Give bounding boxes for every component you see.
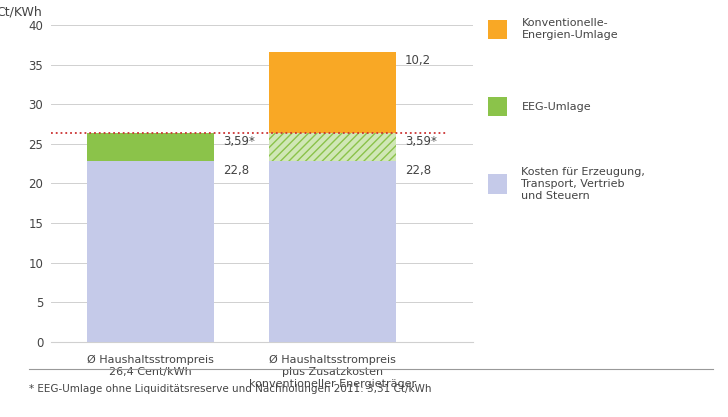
Text: Ct/KWh: Ct/KWh <box>0 6 42 19</box>
Text: 3,59*: 3,59* <box>405 135 437 148</box>
Text: 22,8: 22,8 <box>405 164 431 177</box>
Text: * EEG-Umlage ohne Liquiditätsreserve und Nachholungen 2011: 3,31 Ct/kWh: * EEG-Umlage ohne Liquiditätsreserve und… <box>29 384 432 394</box>
Bar <box>87 161 215 342</box>
Bar <box>269 133 396 161</box>
Text: 3,59*: 3,59* <box>223 135 256 148</box>
Text: Kosten für Erzeugung,
Transport, Vertrieb
und Steuern: Kosten für Erzeugung, Transport, Vertrie… <box>521 167 645 201</box>
Bar <box>269 161 396 342</box>
Bar <box>269 133 396 161</box>
Text: Konventionelle-
Energien-Umlage: Konventionelle- Energien-Umlage <box>521 18 618 40</box>
Text: 10,2: 10,2 <box>405 54 431 68</box>
FancyBboxPatch shape <box>488 174 507 193</box>
Text: 22,8: 22,8 <box>223 164 250 177</box>
Bar <box>87 133 215 161</box>
Text: EEG-Umlage: EEG-Umlage <box>521 102 591 112</box>
FancyBboxPatch shape <box>488 97 507 116</box>
FancyBboxPatch shape <box>488 20 507 39</box>
Bar <box>269 52 396 133</box>
